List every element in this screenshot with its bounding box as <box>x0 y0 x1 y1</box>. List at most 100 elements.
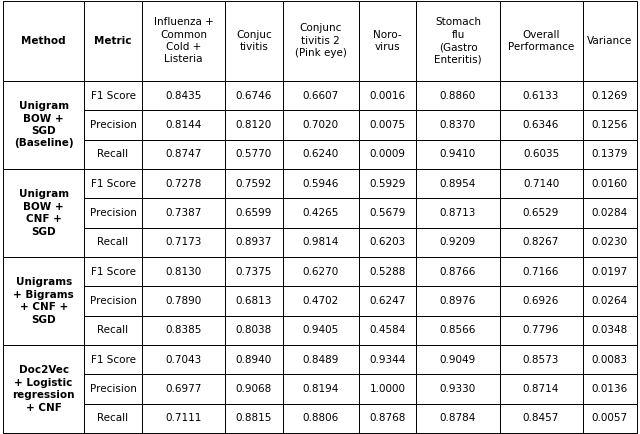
Bar <box>225 257 283 286</box>
Text: 0.1379: 0.1379 <box>591 149 628 159</box>
Text: 0.8806: 0.8806 <box>303 414 339 424</box>
Text: Conjuc
tivitis: Conjuc tivitis <box>236 30 272 52</box>
Text: 0.0009: 0.0009 <box>369 149 406 159</box>
Text: F1 Score: F1 Score <box>90 266 136 276</box>
Bar <box>142 257 225 286</box>
Text: Doc2Vec
+ Logistic
regression
+ CNF: Doc2Vec + Logistic regression + CNF <box>12 365 75 413</box>
Bar <box>84 345 142 375</box>
Bar <box>499 81 582 110</box>
Bar <box>3 257 84 345</box>
Text: 0.6203: 0.6203 <box>369 237 406 247</box>
Text: 0.6270: 0.6270 <box>303 266 339 276</box>
Bar <box>225 110 283 140</box>
Text: 0.7020: 0.7020 <box>303 120 339 130</box>
Bar <box>225 198 283 227</box>
Text: 0.8860: 0.8860 <box>440 91 476 101</box>
Bar <box>225 81 283 110</box>
Bar <box>142 286 225 316</box>
Bar <box>142 375 225 404</box>
Bar <box>142 81 225 110</box>
Bar <box>582 198 637 227</box>
Text: 0.5679: 0.5679 <box>369 208 406 218</box>
Bar <box>499 375 582 404</box>
Text: 0.8815: 0.8815 <box>236 414 272 424</box>
Bar <box>283 198 359 227</box>
Text: 0.0083: 0.0083 <box>591 355 628 365</box>
Bar <box>499 345 582 375</box>
Text: Precision: Precision <box>90 208 136 218</box>
Text: Conjunc
tivitis 2
(Pink eye): Conjunc tivitis 2 (Pink eye) <box>295 23 347 58</box>
Text: 0.9814: 0.9814 <box>303 237 339 247</box>
Bar <box>582 227 637 257</box>
Bar <box>582 375 637 404</box>
Text: 0.6240: 0.6240 <box>303 149 339 159</box>
Bar <box>582 404 637 433</box>
Bar <box>142 227 225 257</box>
Bar <box>283 110 359 140</box>
Text: Metric: Metric <box>94 36 132 46</box>
Text: Variance: Variance <box>587 36 632 46</box>
Text: 0.4584: 0.4584 <box>369 326 406 335</box>
Text: 0.8566: 0.8566 <box>440 326 476 335</box>
Bar <box>359 1 417 81</box>
Text: 0.9410: 0.9410 <box>440 149 476 159</box>
Bar <box>84 316 142 345</box>
Bar <box>582 169 637 198</box>
Text: 0.0264: 0.0264 <box>591 296 628 306</box>
Bar <box>142 110 225 140</box>
Bar <box>359 110 417 140</box>
Bar <box>499 110 582 140</box>
Text: 0.9405: 0.9405 <box>303 326 339 335</box>
Text: Unigram
BOW +
CNF +
SGD: Unigram BOW + CNF + SGD <box>19 189 68 237</box>
Bar <box>225 375 283 404</box>
Bar <box>417 404 499 433</box>
Text: Noro-
virus: Noro- virus <box>373 30 402 52</box>
Text: 0.8573: 0.8573 <box>523 355 559 365</box>
Text: 0.7278: 0.7278 <box>165 178 202 189</box>
Bar <box>582 286 637 316</box>
Text: Influenza +
Common
Cold +
Listeria: Influenza + Common Cold + Listeria <box>154 17 213 65</box>
Bar <box>3 169 84 257</box>
Bar <box>3 1 84 81</box>
Bar <box>417 257 499 286</box>
Bar <box>499 404 582 433</box>
Text: 0.8370: 0.8370 <box>440 120 476 130</box>
Text: 0.0348: 0.0348 <box>591 326 628 335</box>
Text: 0.8766: 0.8766 <box>440 266 476 276</box>
Bar <box>225 286 283 316</box>
Text: Overall
Performance: Overall Performance <box>508 30 574 52</box>
Text: 0.0136: 0.0136 <box>591 384 628 394</box>
Bar <box>84 81 142 110</box>
Bar <box>84 404 142 433</box>
Bar <box>417 140 499 169</box>
Text: Stomach
flu
(Gastro
Enteritis): Stomach flu (Gastro Enteritis) <box>434 17 482 65</box>
Text: Precision: Precision <box>90 296 136 306</box>
Bar <box>359 286 417 316</box>
Text: Recall: Recall <box>97 237 129 247</box>
Text: 0.8267: 0.8267 <box>523 237 559 247</box>
Text: 0.8784: 0.8784 <box>440 414 476 424</box>
Text: 0.5770: 0.5770 <box>236 149 272 159</box>
Bar <box>359 404 417 433</box>
Text: 1.0000: 1.0000 <box>369 384 406 394</box>
Text: 0.8976: 0.8976 <box>440 296 476 306</box>
Bar <box>142 140 225 169</box>
Bar <box>283 286 359 316</box>
Text: 0.8714: 0.8714 <box>523 384 559 394</box>
Text: Recall: Recall <box>97 326 129 335</box>
Text: 0.7890: 0.7890 <box>165 296 202 306</box>
Text: 0.0230: 0.0230 <box>591 237 628 247</box>
Bar <box>499 227 582 257</box>
Bar <box>499 198 582 227</box>
Bar <box>283 257 359 286</box>
Bar <box>582 1 637 81</box>
Bar <box>499 1 582 81</box>
Bar <box>417 375 499 404</box>
Text: 0.1256: 0.1256 <box>591 120 628 130</box>
Bar <box>225 316 283 345</box>
Bar <box>359 345 417 375</box>
Text: 0.8747: 0.8747 <box>165 149 202 159</box>
Text: 0.5288: 0.5288 <box>369 266 406 276</box>
Text: 0.8768: 0.8768 <box>369 414 406 424</box>
Bar <box>582 257 637 286</box>
